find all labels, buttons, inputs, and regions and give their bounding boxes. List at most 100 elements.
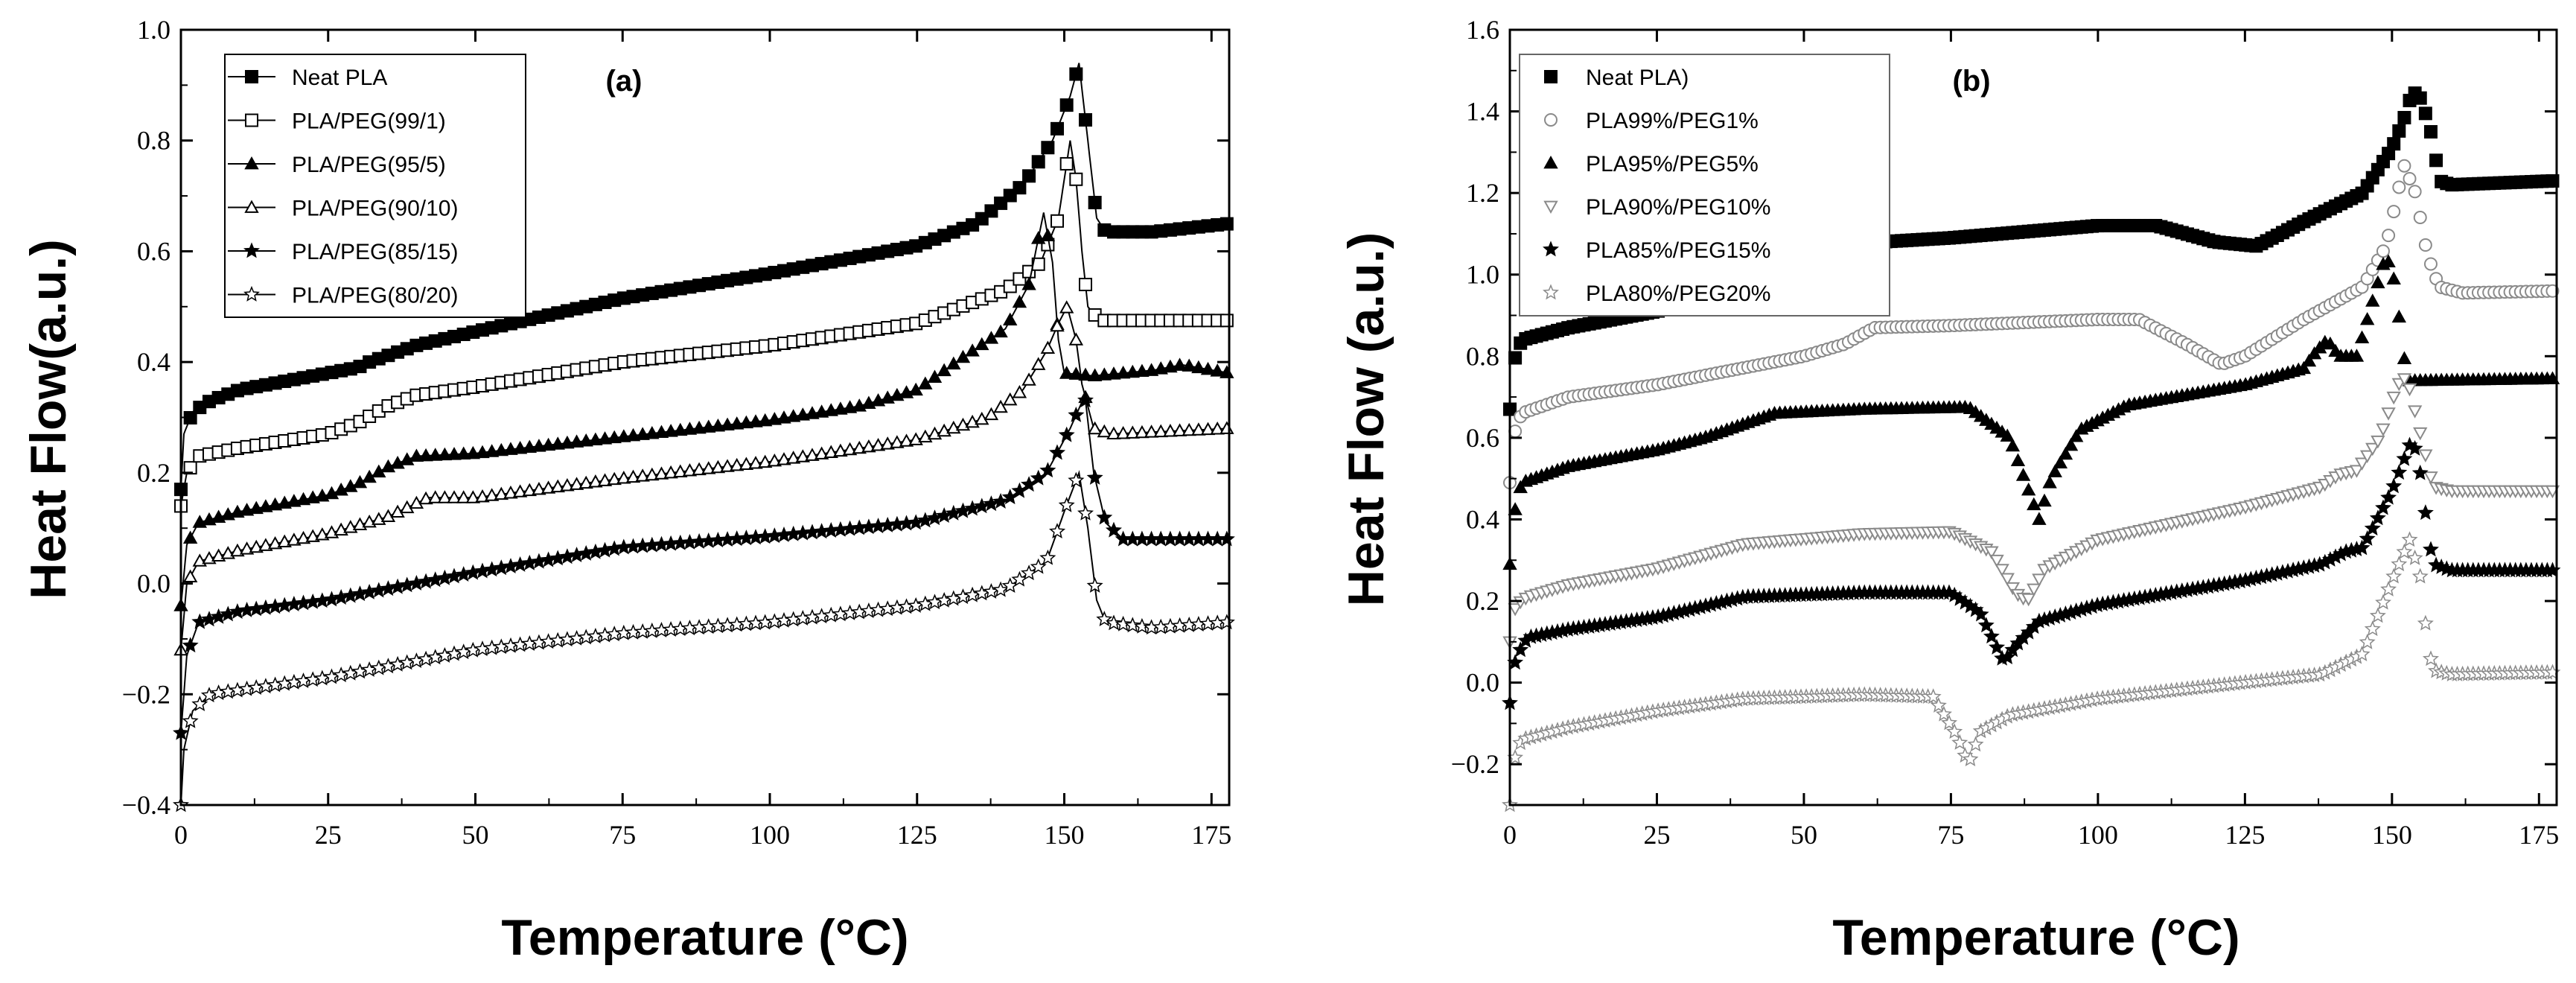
triangle-marker (239, 503, 255, 516)
triangle-marker (767, 412, 782, 425)
triangle-marker (965, 343, 980, 357)
triangle-marker (1115, 365, 1131, 379)
star-marker (1058, 497, 1075, 512)
triangle-marker (484, 444, 500, 457)
star-marker (992, 581, 1010, 597)
triangle-down-marker (2349, 465, 2365, 478)
star-marker (305, 671, 322, 687)
triangle-marker (1097, 367, 1112, 381)
triangle-marker (805, 406, 820, 419)
star-marker (267, 598, 284, 614)
triangle-marker (1135, 363, 1150, 378)
star-marker (2417, 614, 2434, 631)
triangle-marker (2068, 429, 2084, 442)
triangle-marker (757, 413, 773, 427)
star-marker (243, 242, 260, 258)
y-tick-label: 0.6 (1466, 423, 1499, 453)
triangle-marker (2047, 464, 2062, 477)
legend-item: PLA/PEG(95/5) (228, 153, 446, 177)
triangle-marker (1508, 502, 1523, 515)
triangle-marker (1200, 421, 1216, 436)
triangle-marker (258, 538, 273, 551)
star-marker (1096, 509, 1113, 525)
triangle-marker (663, 424, 678, 437)
circle-marker (2423, 257, 2438, 271)
square-marker (1078, 112, 1092, 127)
x-tick-label: 75 (609, 820, 636, 850)
star-marker (182, 712, 199, 728)
triangle-marker (1163, 424, 1178, 437)
triangle-marker (2005, 438, 2021, 452)
star-marker (493, 638, 510, 655)
triangle-marker (244, 200, 259, 213)
triangle-marker (654, 424, 669, 439)
triangle-marker (560, 435, 575, 449)
data-series (174, 63, 1234, 497)
triangle-marker (2021, 482, 2036, 496)
triangle-marker (456, 490, 471, 503)
triangle-marker (400, 452, 415, 465)
triangle-marker (550, 479, 565, 493)
square-marker (1088, 195, 1102, 209)
triangle-marker (1012, 384, 1027, 398)
triangle-marker (1021, 372, 1036, 386)
triangle-marker (625, 469, 641, 483)
square-marker (245, 70, 258, 83)
legend-label: PLA80%/PEG20% (1586, 281, 1770, 306)
star-marker (2385, 567, 2403, 584)
triangle-marker (730, 416, 745, 430)
star-marker (313, 669, 331, 686)
y-tick-label: 0.0 (137, 569, 170, 599)
triangle-marker (833, 401, 848, 415)
triangle-marker (730, 457, 745, 471)
triangle-marker (946, 356, 961, 370)
star-marker (1543, 241, 1559, 257)
triangle-marker (2323, 336, 2338, 350)
triangle-marker (2365, 293, 2380, 307)
star-marker (2364, 620, 2381, 637)
star-marker (305, 593, 322, 609)
square-marker (1544, 70, 1558, 83)
triangle-marker (937, 363, 951, 377)
star-marker (578, 629, 595, 645)
triangle-marker (1182, 358, 1196, 372)
triangle-marker (814, 404, 829, 418)
y-tick-label: 0.4 (137, 347, 170, 377)
triangle-down-marker (2407, 405, 2423, 419)
triangle-marker (380, 509, 396, 522)
triangle-marker (512, 440, 528, 454)
triangle-down-marker (1984, 546, 1999, 559)
star-marker (285, 596, 302, 612)
x-tick-label: 150 (2372, 820, 2412, 850)
star-marker (2369, 607, 2386, 623)
legend-label: PLA/PEG(90/10) (292, 197, 458, 221)
star-marker (568, 629, 585, 646)
triangle-marker (635, 468, 650, 482)
triangle-marker (1068, 332, 1084, 346)
star-marker (229, 681, 246, 698)
star-marker (587, 628, 604, 643)
triangle-down-marker (1508, 603, 1523, 617)
triangle-marker (2371, 275, 2385, 289)
triangle-marker (1097, 424, 1112, 438)
y-tick-label: −0.2 (122, 679, 170, 709)
star-marker (1133, 617, 1150, 634)
triangle-marker (739, 415, 754, 429)
square-marker (1059, 156, 1074, 171)
square-marker (2387, 137, 2401, 151)
y-tick-label: 0.2 (1466, 586, 1499, 616)
x-axis-title: Temperature (°C) (501, 909, 908, 966)
triangle-marker (484, 488, 500, 501)
square-marker (2397, 110, 2411, 124)
triangle-marker (258, 499, 273, 512)
triangle-down-marker (2402, 383, 2417, 397)
star-marker (860, 602, 877, 618)
triangle-marker (343, 479, 358, 492)
star-marker (1105, 614, 1122, 631)
circle-marker (2403, 171, 2417, 185)
star-marker (1068, 406, 1085, 422)
star-marker (1989, 638, 2006, 655)
star-marker (1543, 284, 1559, 300)
triangle-marker (2063, 437, 2079, 451)
triangle-down-marker (1995, 564, 2009, 577)
